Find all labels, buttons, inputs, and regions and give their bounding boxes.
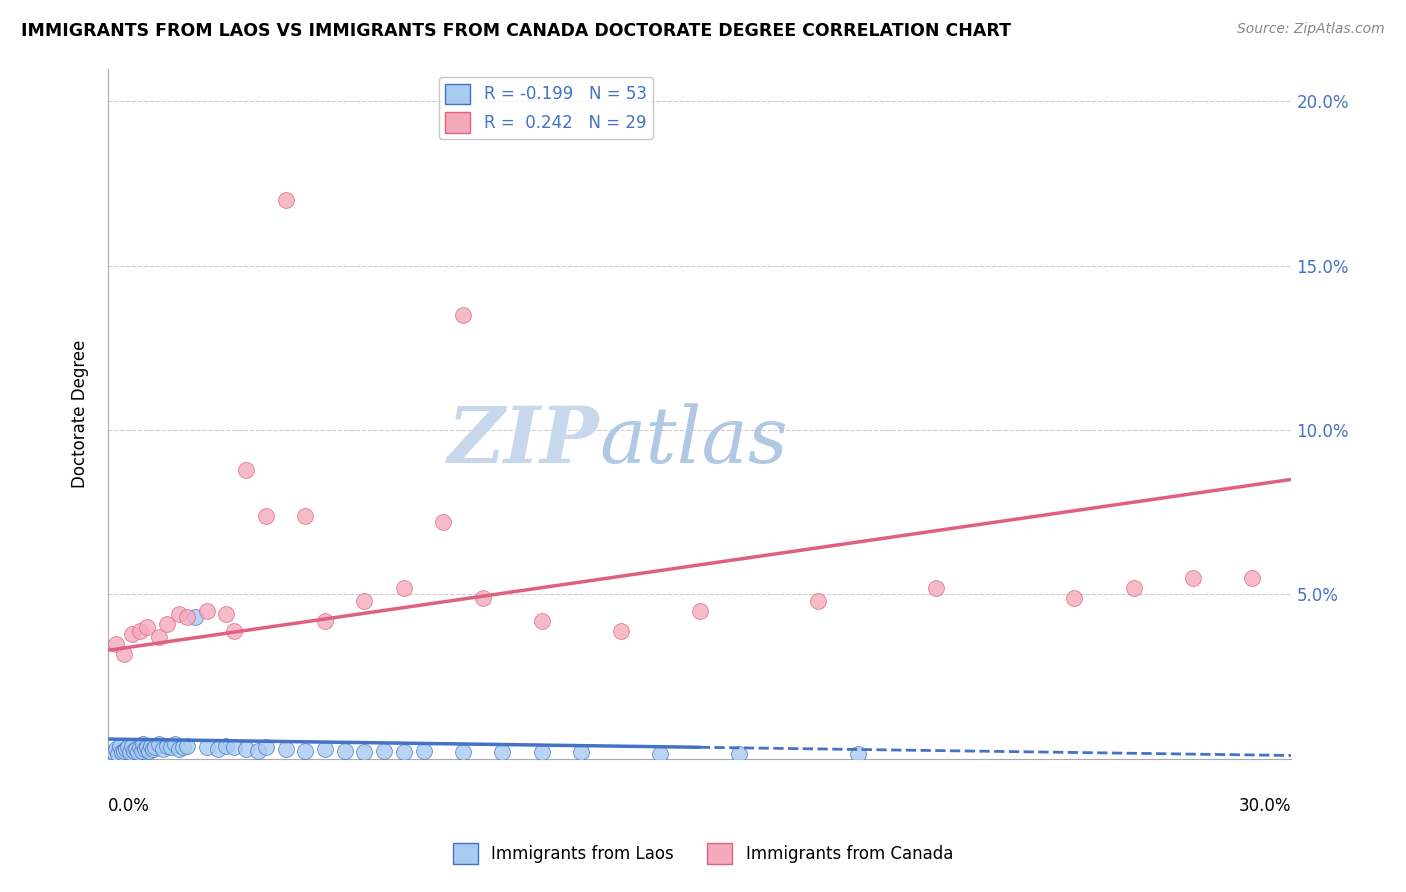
Text: Source: ZipAtlas.com: Source: ZipAtlas.com — [1237, 22, 1385, 37]
Point — [314, 742, 336, 756]
Point — [176, 610, 198, 624]
Point — [122, 743, 145, 757]
Point — [117, 740, 139, 755]
Text: ZIP: ZIP — [447, 403, 599, 480]
Point — [132, 737, 155, 751]
Text: 30.0%: 30.0% — [1239, 797, 1292, 814]
Point — [138, 743, 160, 757]
Point — [131, 743, 153, 757]
Point — [333, 743, 356, 757]
Point — [846, 747, 869, 761]
Point — [121, 627, 143, 641]
Point — [184, 610, 207, 624]
Point — [142, 742, 165, 756]
Point — [235, 742, 257, 756]
Legend: Immigrants from Laos, Immigrants from Canada: Immigrants from Laos, Immigrants from Ca… — [446, 837, 960, 871]
Point — [112, 743, 135, 757]
Point — [176, 739, 198, 753]
Point — [294, 743, 316, 757]
Point — [392, 745, 415, 759]
Point — [689, 604, 711, 618]
Point — [392, 581, 415, 595]
Point — [224, 624, 246, 638]
Point — [134, 742, 156, 756]
Point — [1063, 591, 1085, 605]
Point — [104, 637, 127, 651]
Point — [235, 462, 257, 476]
Point — [294, 508, 316, 523]
Point — [127, 745, 149, 759]
Point — [314, 614, 336, 628]
Point — [111, 745, 134, 759]
Point — [1122, 581, 1144, 595]
Point — [148, 630, 170, 644]
Point — [274, 193, 297, 207]
Point — [143, 740, 166, 755]
Point — [530, 614, 553, 628]
Point — [807, 594, 830, 608]
Point — [451, 745, 474, 759]
Point — [156, 739, 179, 753]
Point — [195, 604, 218, 618]
Text: 0.0%: 0.0% — [108, 797, 150, 814]
Point — [165, 737, 187, 751]
Point — [152, 742, 174, 756]
Y-axis label: Doctorate Degree: Doctorate Degree — [72, 340, 89, 488]
Point — [114, 742, 136, 756]
Point — [254, 508, 277, 523]
Point — [471, 591, 494, 605]
Point — [353, 745, 375, 759]
Point — [1240, 571, 1263, 585]
Point — [1181, 571, 1204, 585]
Text: IMMIGRANTS FROM LAOS VS IMMIGRANTS FROM CANADA DOCTORATE DEGREE CORRELATION CHAR: IMMIGRANTS FROM LAOS VS IMMIGRANTS FROM … — [21, 22, 1011, 40]
Point — [104, 742, 127, 756]
Point — [274, 742, 297, 756]
Point — [195, 740, 218, 755]
Point — [108, 739, 131, 753]
Point — [254, 740, 277, 755]
Point — [128, 740, 150, 755]
Point — [172, 740, 194, 755]
Point — [136, 740, 159, 755]
Point — [728, 747, 751, 761]
Point — [124, 742, 146, 756]
Point — [160, 740, 183, 755]
Point — [569, 745, 592, 759]
Point — [118, 745, 141, 759]
Point — [491, 745, 513, 759]
Legend: R = -0.199   N = 53, R =  0.242   N = 29: R = -0.199 N = 53, R = 0.242 N = 29 — [439, 77, 654, 139]
Point — [925, 581, 948, 595]
Point — [107, 747, 129, 761]
Point — [432, 515, 454, 529]
Point — [156, 617, 179, 632]
Point — [215, 739, 238, 753]
Point — [121, 739, 143, 753]
Point — [112, 647, 135, 661]
Point — [148, 737, 170, 751]
Point — [246, 743, 269, 757]
Text: atlas: atlas — [599, 403, 787, 479]
Point — [103, 745, 125, 759]
Point — [373, 743, 395, 757]
Point — [650, 747, 672, 761]
Point — [167, 742, 190, 756]
Point — [451, 308, 474, 322]
Point — [141, 739, 163, 753]
Point — [207, 742, 229, 756]
Point — [215, 607, 238, 622]
Point — [136, 620, 159, 634]
Point — [224, 740, 246, 755]
Point — [353, 594, 375, 608]
Point — [610, 624, 633, 638]
Point — [167, 607, 190, 622]
Point — [530, 745, 553, 759]
Point — [412, 743, 434, 757]
Point — [128, 624, 150, 638]
